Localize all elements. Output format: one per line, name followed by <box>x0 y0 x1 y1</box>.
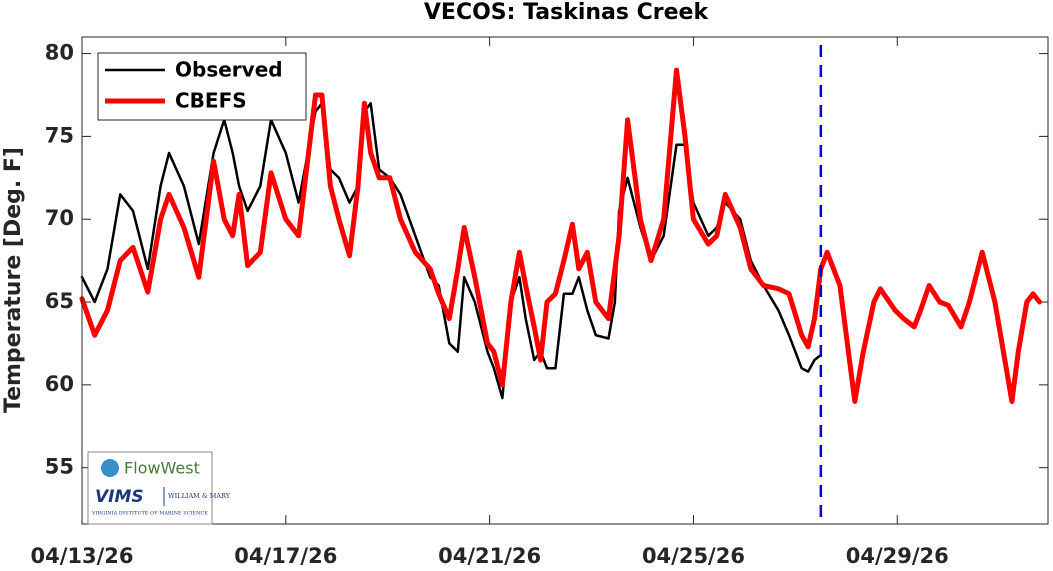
legend-label: CBEFS <box>175 89 247 113</box>
y-tick-label: 65 <box>45 289 74 313</box>
y-tick-label: 55 <box>45 455 74 479</box>
legend-box <box>97 52 307 121</box>
logo-text: FlowWest <box>124 459 200 478</box>
axes-box <box>81 36 1049 525</box>
legend-label: Observed <box>175 58 283 82</box>
y-axis-label: Temperature [Deg. F] <box>1 147 26 413</box>
x-tick-label: 04/21/26 <box>438 544 541 568</box>
data-line <box>79 67 1042 404</box>
x-tick-label: 04/25/26 <box>642 544 745 568</box>
logo-text: VIRGINIA INSTITUTE OF MARINE SCIENCE <box>91 511 208 517</box>
y-tick-label: 60 <box>45 372 74 396</box>
chart-title: VECOS: Taskinas Creek <box>424 0 710 25</box>
y-tick-label: 80 <box>45 41 74 65</box>
logo-icon <box>101 459 119 477</box>
y-tick-label: 75 <box>45 123 74 147</box>
x-tick-label: 04/13/26 <box>30 544 133 568</box>
logo-text: VIMS <box>95 487 144 507</box>
y-tick-label: 70 <box>45 206 74 230</box>
x-tick-label: 04/17/26 <box>234 544 337 568</box>
x-tick-label: 04/29/26 <box>846 544 949 568</box>
logo: FlowWest VIMS WILLIAM & MARY VIRGINIA IN… <box>87 451 231 525</box>
logo-text: WILLIAM & MARY <box>168 492 231 500</box>
